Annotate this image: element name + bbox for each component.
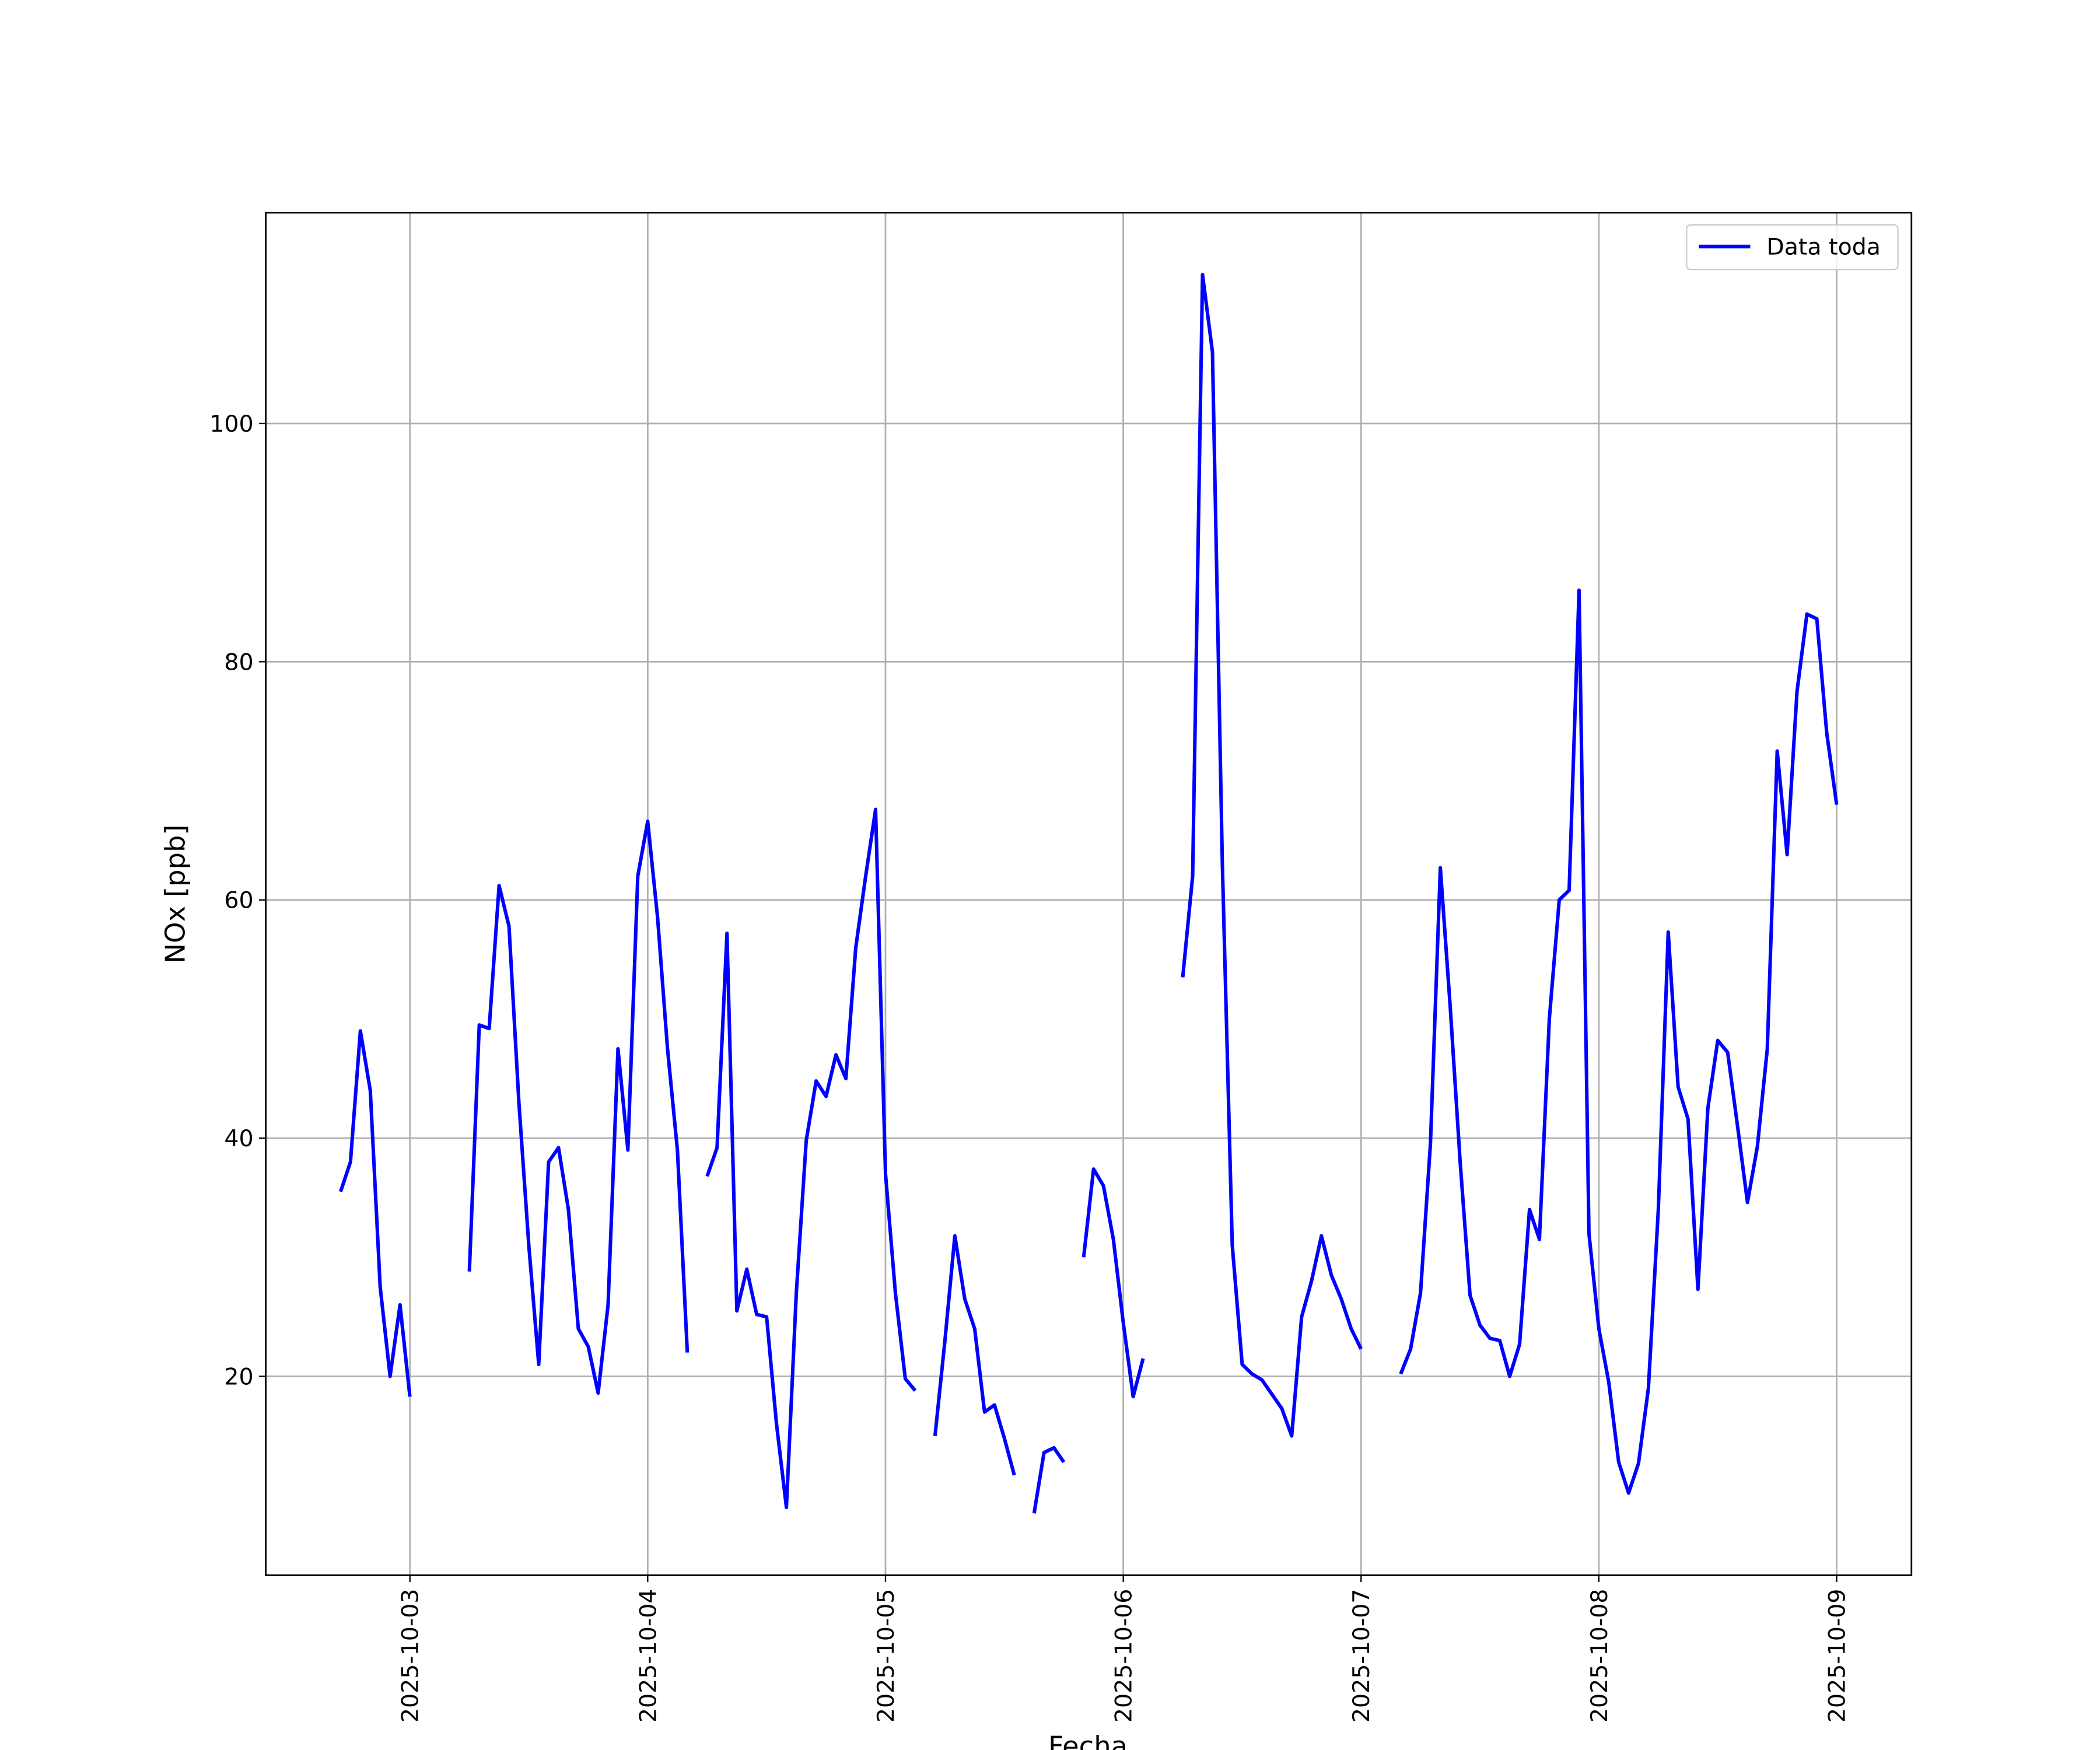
legend: Data toda: [1686, 224, 1899, 271]
x-tick-label: 2025-10-09: [1824, 1589, 1850, 1723]
x-tick-label: 2025-10-07: [1348, 1589, 1375, 1723]
x-tick-label: 2025-10-05: [873, 1589, 900, 1723]
y-tick-label: 20: [224, 1363, 253, 1390]
x-tick-label: 2025-10-06: [1111, 1589, 1138, 1723]
y-tick-label: 40: [224, 1125, 253, 1152]
x-axis-label: Fecha: [1048, 1730, 1128, 1750]
plot-frame: [265, 212, 1913, 1576]
y-tick-label: 100: [209, 411, 253, 438]
x-tick-label: 2025-10-03: [397, 1589, 424, 1723]
x-tick-label: 2025-10-08: [1586, 1589, 1613, 1723]
y-tick-label: 80: [224, 649, 253, 676]
y-tick-label: 60: [224, 887, 253, 914]
legend-label: Data toda: [1766, 234, 1881, 261]
legend-box: [1686, 224, 1899, 271]
data-line: [338, 272, 1839, 1514]
x-tick-label: 2025-10-04: [635, 1589, 662, 1723]
y-axis-label: NOx [ppb]: [159, 824, 191, 963]
